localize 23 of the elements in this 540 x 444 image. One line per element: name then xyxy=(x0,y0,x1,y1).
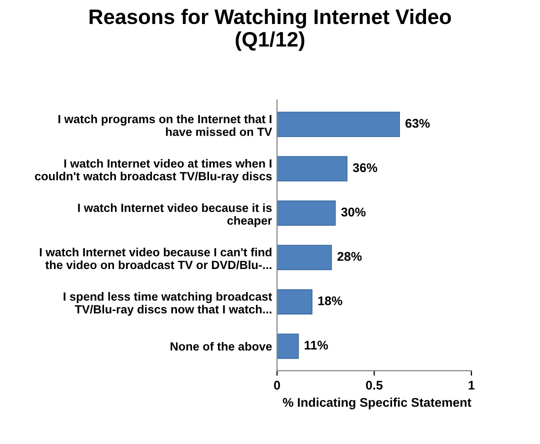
data-label: 63% xyxy=(406,118,430,128)
bar xyxy=(277,156,348,182)
y-tick-label: None of the above xyxy=(170,342,272,351)
x-tick-label: 0.5 xyxy=(366,380,383,390)
data-label: 18% xyxy=(318,296,342,306)
x-tick-label: 1 xyxy=(468,380,475,390)
x-axis-title: % Indicating Specific Statement xyxy=(282,398,472,410)
y-tick-label: I spend less time watching broadcast TV/Blu-ray discs now that I watch... xyxy=(64,292,272,316)
y-tick-label: I watch Internet video because it is cheaper xyxy=(78,203,272,228)
bar xyxy=(277,289,312,314)
y-tick-label: I watch Internet video at times when I couldn't watch broadcast TV/Blu-ray discs xyxy=(34,158,272,183)
bar xyxy=(277,244,332,270)
y-tick-label: I watch Internet video because I can't find the video on broadcast TV or DVD/Blu-... xyxy=(40,248,272,270)
data-label: 36% xyxy=(352,163,378,172)
x-tick-label: 0 xyxy=(274,380,280,390)
y-tick-label: I watch programs on the Internet that I have missed on TV xyxy=(58,114,272,136)
bar xyxy=(277,334,299,359)
bar xyxy=(277,112,400,138)
data-label: 30% xyxy=(341,208,366,217)
data-label: 11% xyxy=(304,340,328,350)
bar xyxy=(277,200,336,226)
chart-title: Reasons for Watching Internet Video (Q1/12) xyxy=(90,8,451,51)
data-label: 28% xyxy=(337,252,362,261)
